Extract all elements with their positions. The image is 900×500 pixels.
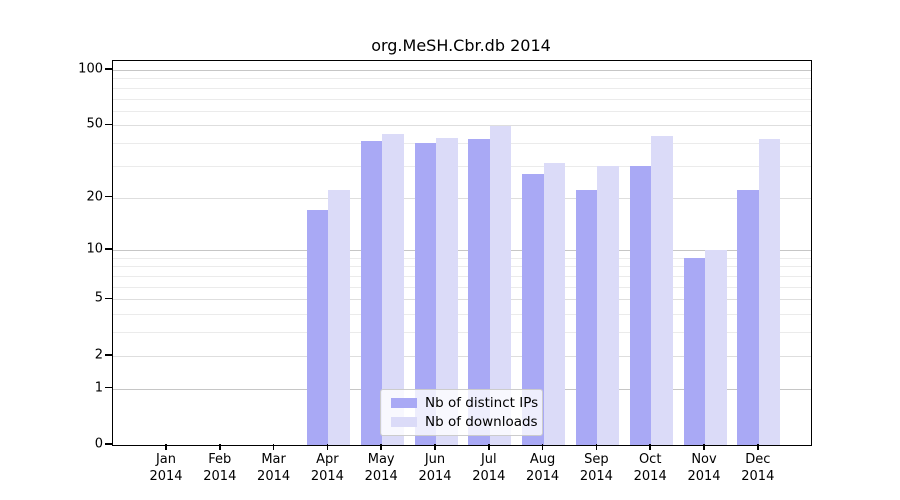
bar-downloads-may [382, 133, 404, 445]
legend-entry-downloads: Nb of downloads [391, 414, 542, 430]
x-tick-mark [541, 444, 544, 450]
y-tick-label-50: 50 [86, 116, 103, 132]
x-tick-mark [326, 444, 329, 450]
x-tick-mark [434, 444, 436, 450]
y-tick-mark [105, 386, 112, 389]
y-tick-mark [105, 248, 112, 250]
gridline [113, 125, 811, 127]
x-tick-mark [595, 444, 598, 450]
bar-distinct-ips-dec [737, 190, 759, 445]
x-tick-label-jun: Jun 2014 [418, 452, 452, 484]
y-tick-label-5: 5 [94, 290, 103, 306]
x-tick-label-jan: Jan 2014 [149, 452, 183, 484]
x-tick-mark [488, 444, 490, 450]
x-tick-mark [703, 444, 705, 450]
y-tick-label-2: 2 [94, 347, 103, 363]
gridline-minor [113, 78, 811, 80]
legend-label-downloads: Nb of downloads [425, 414, 538, 430]
y-tick-mark [105, 297, 112, 300]
x-tick-label-jul: Jul 2014 [472, 452, 506, 484]
legend-swatch-downloads-icon [391, 417, 417, 427]
gridline-minor [113, 143, 811, 145]
gridline-major [113, 69, 811, 71]
x-tick-label-may: May 2014 [364, 452, 398, 484]
gridline-minor [113, 110, 811, 112]
x-tick-label-mar: Mar 2014 [257, 452, 291, 484]
gridline [113, 355, 811, 357]
y-tick-mark [105, 123, 112, 126]
x-tick-label-nov: Nov 2014 [687, 452, 721, 484]
bar-downloads-nov [705, 250, 727, 445]
x-tick-mark [757, 444, 759, 450]
y-tick-label-1: 1 [94, 380, 103, 396]
gridline-minor [113, 286, 811, 288]
y-tick-label-0: 0 [94, 436, 103, 452]
gridline-major [113, 250, 811, 252]
plot-area [112, 60, 812, 446]
chart-title: org.MeSH.Cbr.db 2014 [371, 36, 551, 55]
x-tick-mark [165, 444, 167, 450]
gridline-minor [113, 332, 811, 334]
bar-downloads-jun [436, 137, 458, 445]
gridline-minor [113, 87, 811, 89]
bar-distinct-ips-apr [306, 210, 329, 445]
gridline [113, 197, 811, 199]
bar-downloads-apr [328, 190, 350, 445]
x-tick-label-feb: Feb 2014 [203, 452, 237, 484]
x-tick-label-apr: Apr 2014 [310, 452, 344, 484]
x-tick-mark [649, 444, 651, 450]
x-tick-label-sep: Sep 2014 [579, 452, 613, 484]
bar-distinct-ips-nov [683, 257, 705, 445]
gridline [113, 299, 811, 301]
legend-entry-distinct-ips: Nb of distinct IPs [391, 395, 542, 411]
legend-swatch-distinct-ips-icon [391, 398, 417, 408]
legend-label-distinct-ips: Nb of distinct IPs [425, 395, 539, 411]
x-tick-mark [219, 444, 221, 450]
gridline-minor [113, 266, 811, 268]
bar-distinct-ips-oct [629, 165, 652, 445]
bar-distinct-ips-may [360, 141, 383, 445]
bar-downloads-dec [758, 139, 781, 445]
bar-downloads-oct [651, 135, 673, 445]
bar-downloads-aug [543, 163, 566, 445]
bar-distinct-ips-jul [468, 139, 490, 445]
y-tick-mark [105, 195, 112, 198]
gridline-minor [113, 165, 811, 167]
x-tick-mark [380, 444, 382, 450]
gridline-minor [113, 314, 811, 316]
x-tick-mark [272, 444, 275, 450]
x-tick-label-aug: Aug 2014 [526, 452, 560, 484]
bar-downloads-sep [597, 165, 619, 445]
bar-downloads-jul [489, 125, 512, 445]
x-tick-label-dec: Dec 2014 [741, 452, 775, 484]
bar-distinct-ips-sep [575, 190, 598, 445]
gridline-minor [113, 98, 811, 100]
legend: Nb of distinct IPs Nb of downloads [380, 389, 543, 436]
y-tick-label-20: 20 [86, 189, 103, 205]
y-tick-mark [105, 443, 112, 445]
bar-distinct-ips-jun [414, 143, 436, 445]
x-tick-label-oct: Oct 2014 [633, 452, 667, 484]
y-tick-mark [105, 68, 112, 70]
gridline-minor [113, 257, 811, 259]
bar-distinct-ips-aug [522, 174, 544, 445]
gridline-minor [113, 276, 811, 278]
y-tick-mark [105, 353, 112, 356]
y-tick-label-10: 10 [86, 241, 103, 257]
y-tick-label-100: 100 [78, 61, 103, 77]
